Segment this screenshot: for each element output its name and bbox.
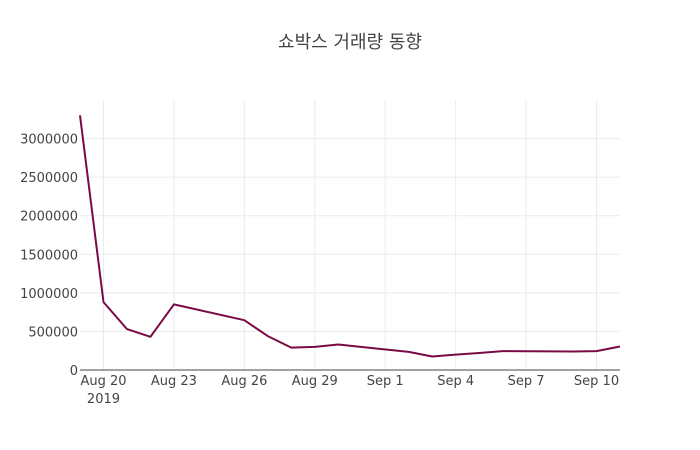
y-tick-label: 2000000 xyxy=(20,210,78,225)
y-tick-label: 3000000 xyxy=(20,133,78,148)
x-tick-sublabel: 2019 xyxy=(87,392,120,407)
x-tick-label: Sep 4 xyxy=(437,374,474,389)
x-tick-label: Sep 1 xyxy=(367,374,404,389)
x-tick-label: Aug 29 xyxy=(292,374,338,389)
y-tick-label: 500000 xyxy=(28,325,78,340)
x-tick-label: Sep 10 xyxy=(574,374,619,389)
series-line xyxy=(79,115,621,358)
x-tick-label: Aug 23 xyxy=(151,374,197,389)
y-tick-label: 1500000 xyxy=(20,248,78,263)
y-tick-label: 0 xyxy=(70,364,78,379)
axes: Aug 20 2019 Aug 23 Aug 26 Aug 29 Sep 1 Sep 4 Se… xyxy=(20,133,620,407)
series-layer xyxy=(79,115,621,358)
x-tick-label: Sep 7 xyxy=(508,374,545,389)
y-tick-label: 1000000 xyxy=(20,287,78,302)
x-tick-label: Aug 20 xyxy=(80,374,126,389)
grid xyxy=(80,100,620,370)
y-tick-label: 2500000 xyxy=(20,171,78,186)
chart-title: 쇼박스 거래량 동향 xyxy=(278,32,422,53)
x-tick-label: Aug 26 xyxy=(221,374,267,389)
